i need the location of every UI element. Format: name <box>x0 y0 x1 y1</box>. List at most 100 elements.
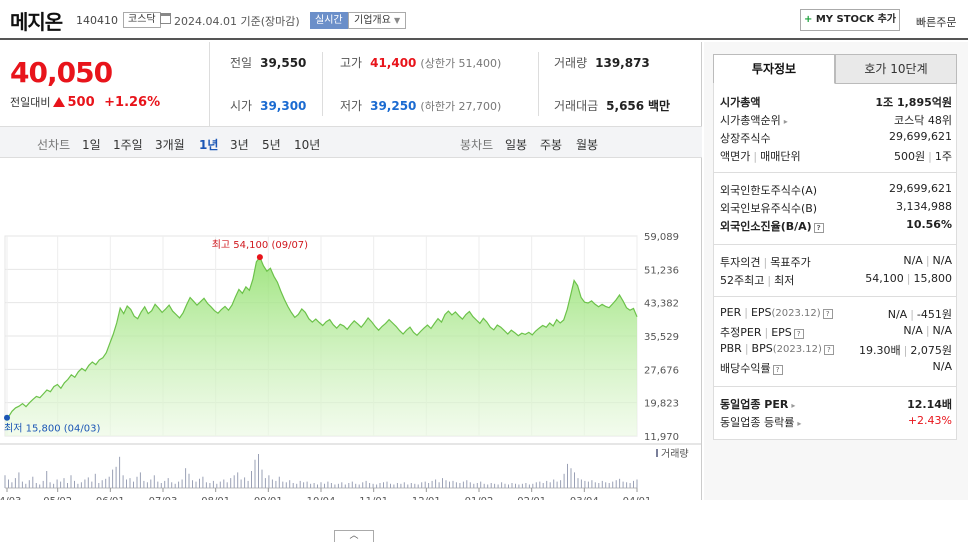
info-label-period: (2023.12) <box>771 308 821 319</box>
prev-close-value: 39,550 <box>260 56 307 70</box>
candle-weekly[interactable]: 주봉 <box>540 138 563 152</box>
chevron-right-icon[interactable]: ▸ <box>791 401 796 410</box>
help-icon[interactable]: ? <box>823 345 834 355</box>
candle-daily[interactable]: 일봉 <box>505 138 528 152</box>
add-mystock-label: MY STOCK 추가 <box>815 14 897 25</box>
stock-header: 메지온 140410 코스닥 2024.04.01 기준(장마감) 실시간 기업… <box>0 0 968 40</box>
y-tick-label: 51,236 <box>644 265 679 276</box>
amount-value: 5,656 <box>606 99 645 113</box>
amount-label: 거래대금 <box>554 99 599 113</box>
info-label-text: 외국인보유주식수(B) <box>720 202 818 215</box>
open-label: 시가 <box>230 99 253 113</box>
period-1y[interactable]: 1년 <box>199 138 219 152</box>
x-tick-label: 08/01 <box>201 496 230 500</box>
tab-investment-info[interactable]: 투자정보 <box>713 54 835 84</box>
high-label: 고가 <box>340 56 363 70</box>
quote-chart-pane: 40,050 전일대비 500 +1.26% 전일 39,550 고가 41,400(… <box>0 42 702 542</box>
info-value: 29,699,621 <box>889 182 952 195</box>
info-value: 코스닥 48위 <box>894 112 952 128</box>
y-tick-label: 27,676 <box>644 365 679 376</box>
info-value-text: N/A <box>903 254 923 267</box>
chevron-right-icon[interactable]: ▸ <box>797 419 802 428</box>
info-label-text: PER <box>720 306 742 319</box>
info-value: N/A | N/A <box>903 254 952 267</box>
period-1d[interactable]: 1일 <box>82 138 101 152</box>
info-value-text: 15,800 <box>913 272 953 285</box>
info-label-period: (2023.12) <box>772 344 822 355</box>
help-icon[interactable]: ? <box>813 223 824 233</box>
pipe-separator: | <box>764 326 769 339</box>
calendar-icon <box>160 13 171 24</box>
current-price-box: 40,050 전일대비 500 +1.26% <box>0 42 210 126</box>
lower-limit: (하한가 27,700) <box>420 100 502 113</box>
info-row: PBR | BPS(2023.12)? 19.30배 | 2,075원 <box>720 342 952 360</box>
info-row: 외국인소진율(B/A)? 10.56% <box>720 218 952 236</box>
amount-unit: 백만 <box>647 99 671 113</box>
info-row: 추정PER | EPS? N/A | N/A <box>720 324 952 342</box>
investment-info-table: 시가총액 1조 1,895억원 시가총액순위 ▸ 코스닥 48위 상장주식수 29,699,… <box>713 84 957 440</box>
info-value-text: 29,699,621 <box>889 182 952 195</box>
prev-close-label: 전일 <box>230 56 253 70</box>
diff-value: 500 <box>67 95 95 110</box>
info-label: 추정PER | EPS? <box>720 324 804 340</box>
period-3m[interactable]: 3개월 <box>155 138 185 152</box>
info-row: 시가총액 1조 1,895억원 <box>720 94 952 112</box>
chevron-right-icon[interactable]: ▸ <box>783 117 788 126</box>
pipe-separator: | <box>906 272 911 285</box>
info-value: 12.14배 <box>907 396 952 412</box>
info-label: 상장주식수 <box>720 130 771 146</box>
volume-legend-swatch <box>656 449 658 457</box>
info-row: 외국인한도주식수(A) 29,699,621 <box>720 182 952 200</box>
period-1w[interactable]: 1주일 <box>113 138 143 152</box>
info-label: 외국인보유주식수(B) <box>720 200 817 216</box>
info-divider <box>714 296 956 297</box>
add-mystock-button[interactable]: + MY STOCK 추가 <box>800 9 900 31</box>
realtime-button[interactable]: 실시간 <box>310 12 348 29</box>
help-icon[interactable]: ? <box>822 309 833 319</box>
y-tick-label: 43,382 <box>644 299 679 310</box>
info-value: N/A <box>933 360 952 373</box>
y-tick-label: 19,823 <box>644 399 679 410</box>
info-label-text: 동일업종 등락률 <box>720 416 795 429</box>
period-10y[interactable]: 10년 <box>294 138 321 152</box>
help-icon[interactable]: ? <box>772 365 783 375</box>
x-tick-label: 04/01 <box>623 496 652 500</box>
pipe-separator: | <box>753 150 758 163</box>
info-label-text: EPS <box>771 326 792 339</box>
info-value: N/A | N/A <box>903 324 952 337</box>
tab-order-book[interactable]: 호가 10단계 <box>835 54 957 84</box>
period-3y[interactable]: 3년 <box>230 138 249 152</box>
info-value: 10.56% <box>906 218 952 231</box>
pipe-separator: | <box>925 324 930 337</box>
info-value-text: -451원 <box>916 308 952 321</box>
candle-monthly[interactable]: 월봉 <box>576 138 599 152</box>
info-value: N/A | -451원 <box>888 306 952 322</box>
info-label: PBR | BPS(2023.12)? <box>720 342 834 355</box>
collapse-chart-button[interactable]: ︿ <box>334 530 374 542</box>
info-value-text: 3,134,988 <box>896 200 952 213</box>
info-value-text: 12.14배 <box>907 398 952 411</box>
trade-amount: 거래대금 5,656 백만 <box>554 97 670 114</box>
current-price: 40,050 <box>10 56 113 89</box>
x-tick-label: 07/03 <box>149 496 178 500</box>
x-tick-label: 12/01 <box>412 496 441 500</box>
info-label-text: 외국인한도주식수(A) <box>720 184 818 197</box>
info-label-text: 최저 <box>774 274 795 287</box>
quick-order-link[interactable]: 빠른주문 <box>916 16 957 29</box>
company-overview-dropdown[interactable]: 기업개요 ▼ <box>348 12 407 29</box>
pipe-separator: | <box>903 344 908 357</box>
info-value-text: +2.43% <box>907 414 952 427</box>
open-value: 39,300 <box>260 99 307 113</box>
quote-grid: 전일 39,550 고가 41,400 (상한가 51,400) 거래량 139,873… <box>210 42 702 126</box>
info-value-text: N/A <box>932 360 952 373</box>
period-5y[interactable]: 5년 <box>262 138 281 152</box>
info-value-text: 1주 <box>934 150 952 163</box>
pipe-separator: | <box>767 274 772 287</box>
info-row: 동일업종 PER ▸ 12.14배 <box>720 396 952 414</box>
quote-divider <box>322 52 323 116</box>
low-price: 저가 39,250 (하한가 27,700) <box>340 97 501 114</box>
help-icon[interactable]: ? <box>793 329 804 339</box>
line-chart-label: 선차트 <box>37 138 71 152</box>
x-tick-label: 11/01 <box>359 496 388 500</box>
price-chart[interactable]: 거래량 59,089 51,236 43,382 35,529 27,676 19,823… <box>0 158 702 500</box>
